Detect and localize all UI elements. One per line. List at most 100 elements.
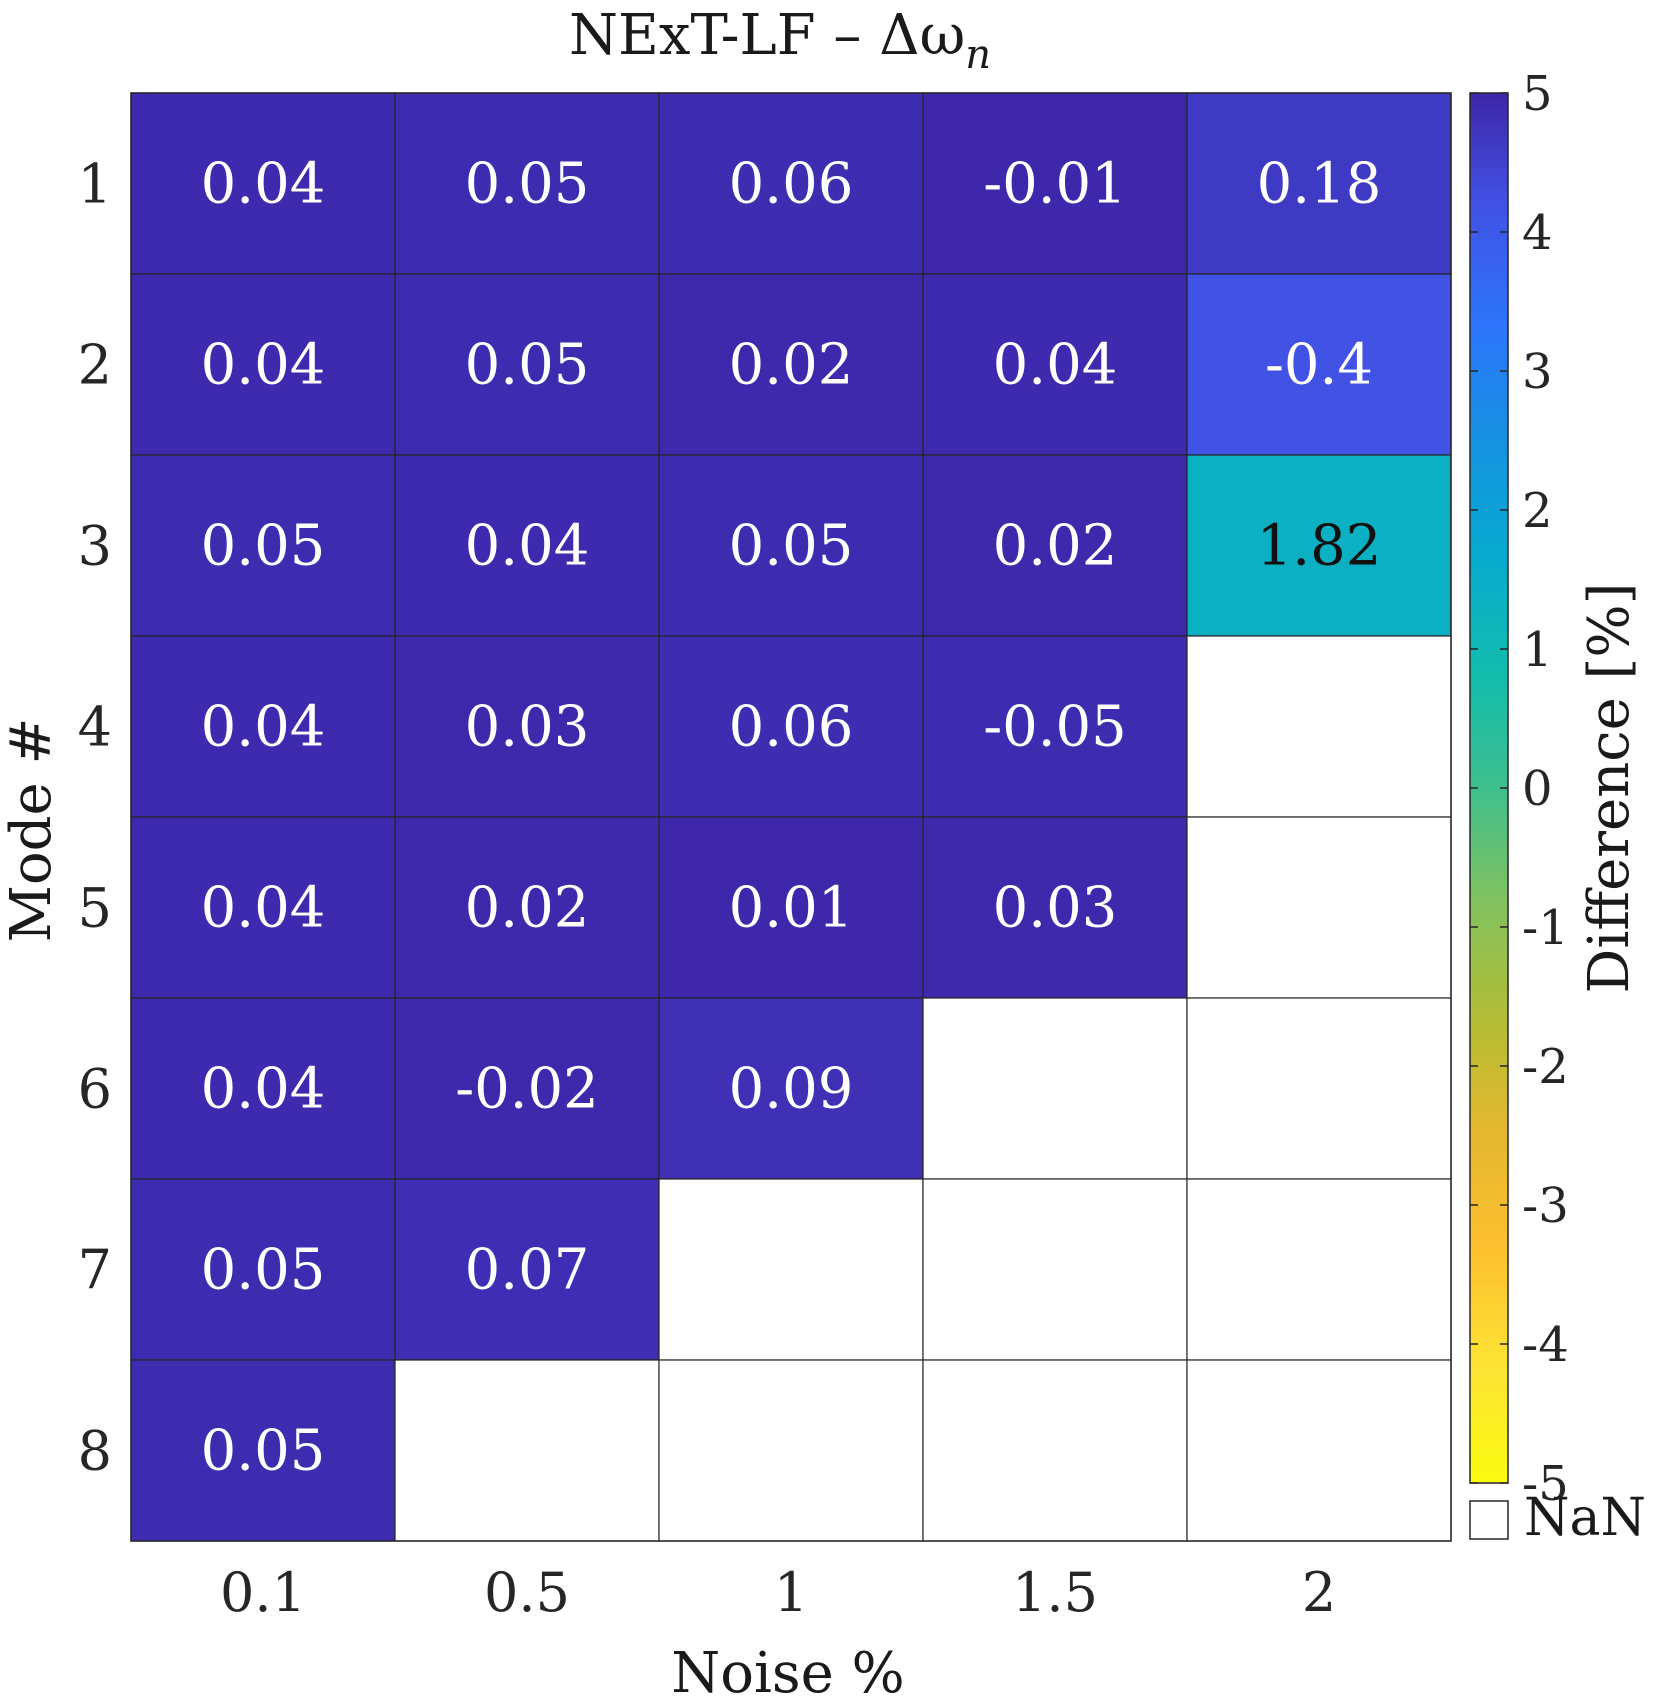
heatmap-cell xyxy=(130,816,396,999)
cell-value-label: 0.06 xyxy=(729,152,854,217)
colorbar-tick-label: -5 xyxy=(1522,1456,1569,1512)
heatmap-cell xyxy=(130,92,396,275)
heatmap-cell xyxy=(922,635,1188,818)
heatmap-cell xyxy=(1186,273,1452,456)
heatmap-cell xyxy=(394,816,660,999)
heatmap-cell xyxy=(1186,997,1452,1180)
heatmap-cell xyxy=(130,1359,396,1542)
nan-label: NaN xyxy=(1524,1488,1646,1548)
cell-value-label: 0.04 xyxy=(201,333,326,398)
heatmap-cell xyxy=(130,635,396,818)
cell-value-label: -0.4 xyxy=(1265,333,1373,398)
cell-value-label: 0.02 xyxy=(729,333,854,398)
cell-value-label: 0.02 xyxy=(465,876,590,941)
nan-swatch xyxy=(1469,1500,1509,1540)
cell-value-label: -0.02 xyxy=(455,1057,599,1122)
x-axis-label: Noise % xyxy=(671,1641,905,1701)
y-tick-label: 4 xyxy=(78,696,112,759)
heatmap-cell xyxy=(1186,454,1452,637)
y-tick-label: 8 xyxy=(78,1420,112,1483)
heatmap-cell xyxy=(658,454,924,637)
colorbar-tick-label: 4 xyxy=(1522,205,1553,261)
cell-value-label: 0.01 xyxy=(729,876,854,941)
cell-value-label: 0.04 xyxy=(201,152,326,217)
cell-value-label: 0.03 xyxy=(465,695,590,760)
cell-value-label: 0.05 xyxy=(201,1419,326,1484)
heatmap-cell xyxy=(658,816,924,999)
cell-value-label: 0.05 xyxy=(465,333,590,398)
heatmap-cell xyxy=(130,997,396,1180)
heatmap-frame xyxy=(130,92,1452,1542)
heatmap-cells xyxy=(130,92,1452,1542)
heatmap-cell xyxy=(1186,816,1452,999)
heatmap-cell xyxy=(922,997,1188,1180)
heatmap-cell-labels: 0.04 0.05 0.06 -0.01 0.18 0.04 0.05 0.02 0.04 -0.… xyxy=(201,152,1382,1484)
heatmap-cell xyxy=(130,273,396,456)
y-tick-label: 6 xyxy=(78,1058,112,1121)
colorbar-tick-label: -2 xyxy=(1522,1039,1569,1095)
x-axis-tick-labels: 0.1 0.5 1 1.5 2 xyxy=(220,1561,1336,1624)
heatmap-cell xyxy=(658,997,924,1180)
cell-value-label: 0.05 xyxy=(201,1238,326,1303)
heatmap-cell xyxy=(658,273,924,456)
heatmap-cell xyxy=(922,454,1188,637)
cell-value-label: 0.05 xyxy=(465,152,590,217)
cell-value-label: 0.04 xyxy=(201,695,326,760)
heatmap-cell xyxy=(658,1359,924,1542)
x-tick-label: 2 xyxy=(1302,1561,1336,1624)
cell-value-label: 0.02 xyxy=(993,514,1118,579)
cell-value-label: -0.05 xyxy=(983,695,1127,760)
heatmap-cell xyxy=(1186,1359,1452,1542)
cell-value-label: 0.04 xyxy=(993,333,1118,398)
y-axis-tick-labels: 1 2 3 4 5 6 7 8 xyxy=(78,153,112,1483)
colorbar-tick-label: 2 xyxy=(1522,483,1553,539)
heatmap-cell xyxy=(394,635,660,818)
colorbar-tick-label: 0 xyxy=(1522,761,1553,817)
heatmap-cell xyxy=(922,273,1188,456)
cell-value-label: 1.82 xyxy=(1257,514,1382,579)
x-tick-label: 1 xyxy=(774,1561,808,1624)
heatmap-cell xyxy=(922,92,1188,275)
heatmap-cell xyxy=(922,1178,1188,1361)
y-tick-label: 1 xyxy=(78,153,112,216)
cell-value-label: 0.05 xyxy=(729,514,854,579)
x-tick-label: 0.1 xyxy=(220,1561,306,1624)
colorbar-label: Difference [%] xyxy=(1577,583,1642,994)
colorbar-ticks: 5 4 3 2 1 0 -1 -2 -3 -4 -5 xyxy=(1470,66,1569,1512)
cell-value-label: 0.04 xyxy=(201,876,326,941)
colorbar-tick-label: -1 xyxy=(1522,900,1569,956)
colorbar-tick-label: -3 xyxy=(1522,1178,1569,1234)
y-tick-label: 3 xyxy=(78,515,112,578)
cell-value-label: -0.01 xyxy=(983,152,1127,217)
cell-value-label: 0.06 xyxy=(729,695,854,760)
heatmap-cell xyxy=(394,997,660,1180)
heatmap-cell xyxy=(658,635,924,818)
x-tick-label: 1.5 xyxy=(1012,1561,1098,1624)
heatmap-cell xyxy=(394,454,660,637)
chart-title: NExT-LF – Δωn xyxy=(569,3,991,78)
colorbar-tick-label: -4 xyxy=(1522,1317,1569,1373)
y-axis-label: Mode # xyxy=(0,718,64,943)
x-tick-label: 0.5 xyxy=(484,1561,570,1624)
cell-value-label: 0.05 xyxy=(201,514,326,579)
cell-value-label: 0.07 xyxy=(465,1238,590,1303)
y-tick-label: 5 xyxy=(78,877,112,940)
heatmap-cell xyxy=(922,1359,1188,1542)
heatmap-cell xyxy=(1186,1178,1452,1361)
colorbar-tick-label: 5 xyxy=(1522,66,1553,122)
y-tick-label: 7 xyxy=(78,1239,112,1302)
y-tick-label: 2 xyxy=(78,334,112,397)
cell-value-label: 0.03 xyxy=(993,876,1118,941)
cell-value-label: 0.18 xyxy=(1257,152,1382,217)
colorbar-tick-label: 3 xyxy=(1522,344,1553,400)
heatmap-cell xyxy=(1186,635,1452,818)
heatmap-cell xyxy=(394,1359,660,1542)
colorbar-tick-label: 1 xyxy=(1522,622,1553,678)
heatmap-cell xyxy=(394,273,660,456)
heatmap-cell xyxy=(658,92,924,275)
cell-value-label: 0.04 xyxy=(465,514,590,579)
cell-value-label: 0.04 xyxy=(201,1057,326,1122)
cell-value-label: 0.09 xyxy=(729,1057,854,1122)
